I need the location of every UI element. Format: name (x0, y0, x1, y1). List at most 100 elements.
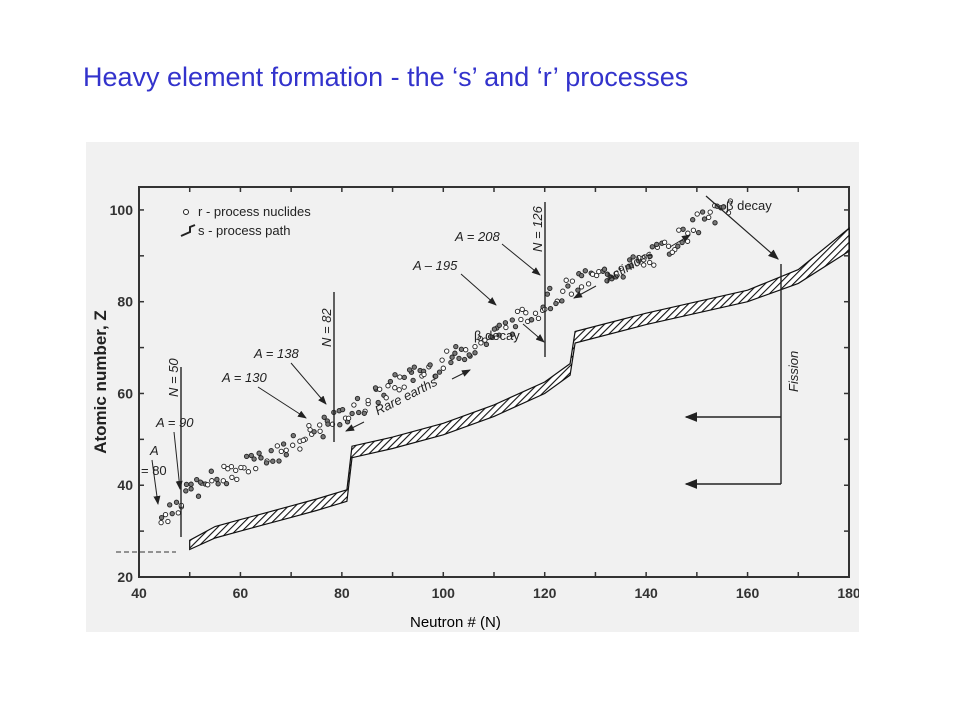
s-process-band (189, 227, 850, 551)
r-process-dot (263, 460, 270, 466)
r-process-dot (290, 432, 296, 439)
r-process-dot (618, 265, 624, 272)
r-process-dot (421, 371, 427, 378)
r-process-dot (158, 519, 164, 526)
r-process-dot (568, 291, 575, 297)
r-process-dot (466, 352, 472, 358)
r-process-dot (270, 458, 276, 464)
legend-s-symbol (180, 224, 196, 237)
x-tick-label: 40 (131, 585, 147, 601)
arrow-beta-top (705, 195, 779, 260)
r-process-dot (283, 447, 289, 453)
r-process-dot (502, 320, 509, 326)
r-process-dot (649, 244, 655, 250)
x-axis-caption: Neutron # (N) (410, 614, 501, 631)
r-process-dot (647, 259, 653, 266)
r-process-dot (436, 369, 443, 375)
x-tick-label: 160 (736, 585, 760, 601)
r-process-dot (354, 395, 361, 402)
arrow-act-left (573, 285, 597, 299)
r-process-dot (221, 463, 227, 470)
r-process-dot (483, 341, 490, 348)
r-process-dot (345, 415, 352, 421)
y-axis-title: Atomic number, Z (91, 310, 110, 454)
r-process-dot (397, 374, 403, 380)
r-process-dot (535, 315, 542, 322)
r-process-dot (528, 317, 535, 323)
r-process-dot (675, 243, 681, 249)
r-process-dot (604, 278, 610, 284)
r-process-dot (641, 262, 647, 268)
r-process-dot (699, 209, 706, 215)
arrow-a90 (173, 431, 183, 490)
r-process-dot (229, 474, 235, 481)
r-process-dot (215, 481, 221, 487)
label-beta-decay-mid: β decay (474, 328, 520, 343)
r-process-dot (321, 414, 327, 420)
r-process-dot (339, 406, 346, 413)
r-process-dot (188, 486, 194, 492)
r-process-dot (532, 310, 539, 316)
r-process-dot (514, 308, 521, 315)
r-process-dot (387, 378, 394, 385)
arrow-act-right (669, 234, 691, 248)
r-process-dot (665, 243, 672, 249)
r-process-dot (306, 422, 312, 429)
r-process-dot (630, 254, 636, 260)
r-process-dot (427, 362, 433, 368)
r-process-dot (238, 464, 244, 471)
r-process-dot (547, 305, 554, 312)
r-process-dot (458, 346, 465, 352)
r-process-dot (351, 402, 357, 408)
r-process-dot (518, 316, 524, 323)
r-process-dot (392, 385, 398, 391)
r-process-dot (158, 514, 165, 521)
r-process-dot (165, 518, 171, 525)
r-process-dot (276, 458, 282, 464)
r-process-dot (706, 214, 712, 221)
r-process-dot (519, 306, 525, 313)
r-process-dot (647, 253, 653, 259)
r-process-dot (627, 257, 633, 263)
r-process-dot (487, 334, 494, 340)
r-process-dot (676, 227, 682, 233)
r-process-dot (401, 374, 407, 381)
r-process-dot (243, 453, 250, 460)
r-process-dot (208, 468, 214, 474)
r-process-dot (349, 410, 355, 417)
arrow-a80 (151, 459, 161, 505)
x-tick-label: 100 (432, 585, 456, 601)
r-process-dot (593, 272, 600, 279)
r-process-dot (452, 350, 458, 356)
r-process-dot (491, 326, 498, 332)
r-process-dot (509, 331, 516, 337)
r-process-dot (268, 447, 274, 454)
r-process-dot (544, 291, 551, 297)
label-a208: A = 208 (454, 229, 500, 244)
r-process-dot (727, 198, 734, 204)
r-process-dot (456, 355, 462, 362)
r-process-dot (320, 434, 326, 440)
r-process-dot (300, 437, 306, 443)
r-process-dot (392, 372, 398, 378)
r-process-dot (582, 268, 588, 274)
r-process-dot (496, 332, 502, 338)
r-process-dot (258, 455, 264, 461)
r-process-dot (512, 323, 519, 330)
label-n126: N = 126 (530, 205, 545, 252)
x-tick-label: 180 (837, 585, 859, 601)
r-process-dot (410, 377, 416, 384)
r-process-dot (578, 284, 585, 290)
arrow-a208 (501, 243, 541, 276)
r-process-dot (613, 274, 619, 280)
arrow-rare-left (345, 421, 365, 432)
r-process-dot (233, 467, 239, 474)
r-process-dot (463, 347, 469, 353)
r-process-dot (325, 421, 331, 427)
y-tick-labels: 20 40 60 80 100 (110, 202, 134, 585)
label-a90: A = 90 (155, 415, 194, 430)
r-process-dot (444, 348, 450, 354)
r-process-dot (578, 272, 585, 279)
r-process-dot (449, 354, 455, 360)
r-process-dot (707, 209, 713, 215)
